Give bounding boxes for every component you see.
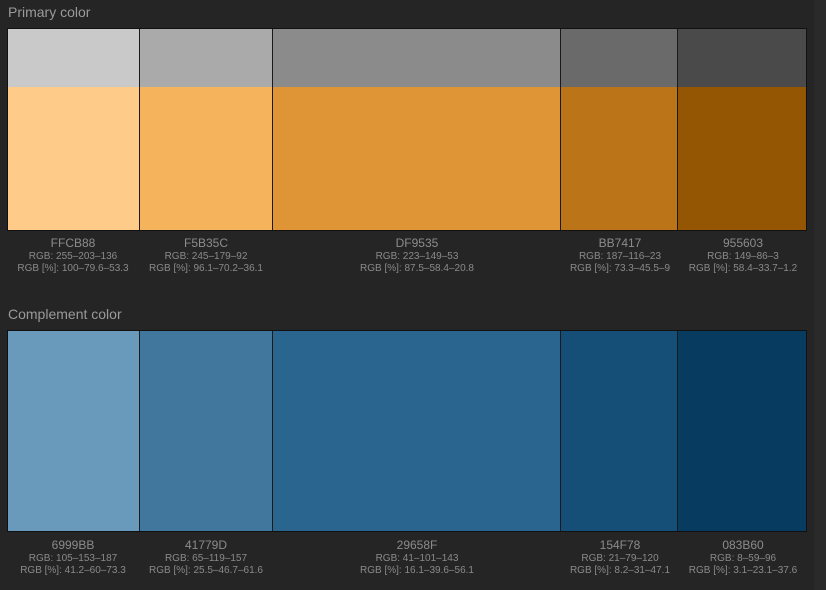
complement-swatch-3[interactable]	[273, 331, 561, 531]
hex-code: 41779D	[184, 538, 228, 552]
complement-label-1: 6999BB RGB: 105–153–187 RGB [%]: 41.2–60…	[7, 538, 139, 577]
primary-palette	[7, 28, 807, 231]
complement-swatch-5[interactable]	[678, 331, 806, 531]
rgb-value: RGB: 245–179–92	[164, 251, 248, 262]
complement-label-3: 29658F RGB: 41–101–143 RGB [%]: 16.1–39.…	[273, 538, 561, 577]
primary-swatch-1[interactable]	[8, 29, 140, 230]
hex-code: 083B60	[722, 538, 764, 552]
rgb-percent-value: RGB [%]: 87.5–58.4–20.8	[360, 263, 474, 274]
complement-label-2: 41779D RGB: 65–119–157 RGB [%]: 25.5–46.…	[139, 538, 273, 577]
primary-swatch-1-color	[8, 87, 139, 230]
primary-label-3: DF9535 RGB: 223–149–53 RGB [%]: 87.5–58.…	[273, 236, 561, 275]
primary-swatch-1-gray	[8, 29, 139, 87]
rgb-percent-value: RGB [%]: 16.1–39.6–56.1	[360, 565, 474, 576]
primary-swatch-4-gray	[560, 29, 678, 87]
complement-palette	[7, 330, 807, 532]
rgb-percent-value: RGB [%]: 3.1–23.1–37.6	[688, 565, 798, 576]
rgb-value: RGB: 187–116–23	[578, 251, 662, 262]
hex-code: 6999BB	[51, 538, 95, 552]
primary-swatch-3[interactable]	[273, 29, 561, 230]
primary-swatch-5-color	[678, 87, 806, 230]
rgb-value: RGB: 65–119–157	[164, 553, 248, 564]
rgb-value: RGB: 223–149–53	[375, 251, 459, 262]
hex-code: 154F78	[599, 538, 641, 552]
rgb-percent-value: RGB [%]: 58.4–33.7–1.2	[688, 263, 798, 274]
rgb-value: RGB: 255–203–136	[28, 251, 118, 262]
primary-swatch-2-color	[139, 87, 273, 230]
rgb-percent-value: RGB [%]: 100–79.6–53.3	[17, 263, 129, 274]
complement-swatch-5-color	[678, 331, 806, 531]
vertical-scrollbar[interactable]	[814, 0, 826, 590]
complement-label-5: 083B60 RGB: 8–59–96 RGB [%]: 3.1–23.1–37…	[679, 538, 807, 577]
rgb-percent-value: RGB [%]: 8.2–31–47.1	[569, 565, 671, 576]
rgb-value: RGB: 105–153–187	[28, 553, 118, 564]
complement-swatch-4-color	[560, 331, 678, 531]
rgb-value: RGB: 41–101–143	[375, 553, 459, 564]
complement-color-heading: Complement color	[8, 306, 122, 322]
rgb-percent-value: RGB [%]: 41.2–60–73.3	[20, 565, 126, 576]
rgb-value: RGB: 8–59–96	[709, 553, 777, 564]
rgb-percent-value: RGB [%]: 25.5–46.7–61.6	[149, 565, 263, 576]
primary-swatch-2-gray	[139, 29, 273, 87]
complement-swatch-1[interactable]	[8, 331, 140, 531]
hex-code: 955603	[722, 236, 764, 250]
hex-code: 29658F	[396, 538, 438, 552]
complement-labels: 6999BB RGB: 105–153–187 RGB [%]: 41.2–60…	[7, 538, 807, 577]
primary-label-2: F5B35C RGB: 245–179–92 RGB [%]: 96.1–70.…	[139, 236, 273, 275]
complement-swatch-1-color	[8, 331, 139, 531]
primary-swatch-5[interactable]	[678, 29, 806, 230]
hex-code: F5B35C	[183, 236, 229, 250]
primary-label-4: BB7417 RGB: 187–116–23 RGB [%]: 73.3–45.…	[561, 236, 679, 275]
complement-swatch-2-color	[139, 331, 273, 531]
primary-label-1: FFCB88 RGB: 255–203–136 RGB [%]: 100–79.…	[7, 236, 139, 275]
primary-label-5: 955603 RGB: 149–86–3 RGB [%]: 58.4–33.7–…	[679, 236, 807, 275]
rgb-value: RGB: 149–86–3	[707, 251, 779, 262]
hex-code: DF9535	[395, 236, 439, 250]
complement-label-4: 154F78 RGB: 21–79–120 RGB [%]: 8.2–31–47…	[561, 538, 679, 577]
complement-swatch-3-color	[273, 331, 560, 531]
primary-swatch-5-gray	[678, 29, 806, 87]
rgb-percent-value: RGB [%]: 96.1–70.2–36.1	[149, 263, 263, 274]
complement-swatch-2[interactable]	[139, 331, 274, 531]
primary-swatch-4-color	[560, 87, 678, 230]
rgb-percent-value: RGB [%]: 73.3–45.5–9	[569, 263, 671, 274]
primary-swatch-3-gray	[273, 29, 560, 87]
complement-swatch-4[interactable]	[560, 331, 679, 531]
primary-labels: FFCB88 RGB: 255–203–136 RGB [%]: 100–79.…	[7, 236, 807, 275]
rgb-value: RGB: 21–79–120	[581, 553, 659, 564]
hex-code: FFCB88	[50, 236, 96, 250]
primary-color-heading: Primary color	[8, 4, 91, 20]
primary-swatch-3-color	[273, 87, 560, 230]
primary-swatch-2[interactable]	[139, 29, 274, 230]
primary-swatch-4[interactable]	[560, 29, 679, 230]
hex-code: BB7417	[598, 236, 642, 250]
